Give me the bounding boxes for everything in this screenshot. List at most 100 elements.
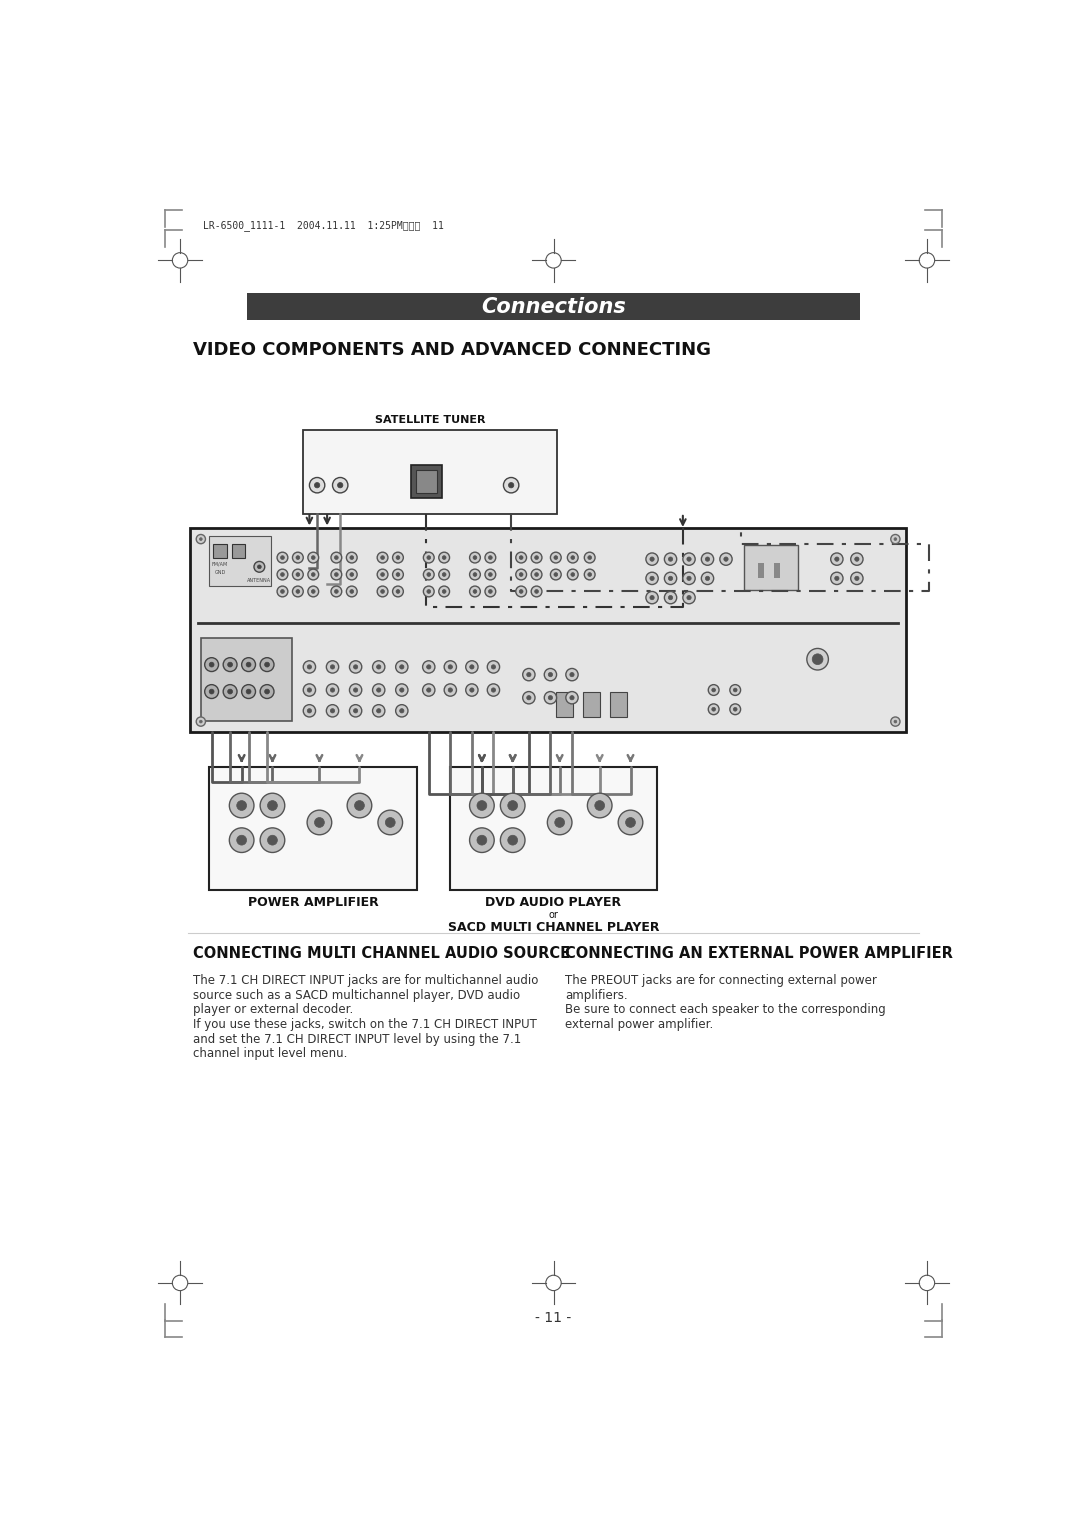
Circle shape: [326, 685, 339, 697]
Bar: [201, 637, 292, 721]
Circle shape: [500, 828, 525, 853]
Circle shape: [335, 573, 338, 576]
Circle shape: [544, 692, 556, 704]
Circle shape: [625, 817, 635, 827]
Text: DVD AUDIO PLAYER: DVD AUDIO PLAYER: [485, 897, 622, 909]
Circle shape: [894, 538, 896, 541]
Circle shape: [380, 556, 384, 559]
Circle shape: [395, 660, 408, 672]
Circle shape: [531, 568, 542, 581]
Text: SB: SB: [264, 652, 270, 657]
Circle shape: [257, 565, 261, 568]
Circle shape: [210, 689, 214, 694]
Bar: [210, 536, 271, 587]
Text: Be sure to connect each speaker to the corresponding: Be sure to connect each speaker to the c…: [565, 1004, 886, 1016]
Circle shape: [392, 568, 403, 581]
Circle shape: [473, 573, 477, 576]
Circle shape: [380, 590, 384, 593]
Circle shape: [400, 688, 404, 692]
Circle shape: [353, 709, 357, 714]
Circle shape: [891, 535, 900, 544]
Circle shape: [508, 801, 517, 810]
Circle shape: [487, 660, 500, 672]
Text: FRONT: FRONT: [229, 874, 255, 882]
Circle shape: [260, 657, 274, 671]
Circle shape: [326, 704, 339, 717]
Text: or: or: [549, 911, 558, 920]
Circle shape: [268, 836, 278, 845]
Bar: [190, 529, 906, 732]
Circle shape: [523, 692, 535, 704]
Circle shape: [281, 573, 284, 576]
Circle shape: [377, 587, 388, 597]
Circle shape: [303, 704, 315, 717]
Circle shape: [488, 573, 492, 576]
Circle shape: [701, 553, 714, 565]
Circle shape: [278, 568, 288, 581]
Circle shape: [516, 568, 527, 581]
Circle shape: [378, 810, 403, 834]
Circle shape: [427, 688, 431, 692]
Circle shape: [347, 793, 372, 817]
Circle shape: [330, 568, 341, 581]
Circle shape: [307, 688, 311, 692]
Text: R: R: [217, 834, 226, 847]
Bar: [583, 692, 599, 717]
Circle shape: [712, 688, 716, 692]
Circle shape: [650, 596, 654, 601]
Circle shape: [347, 568, 357, 581]
Text: - 11 -: - 11 -: [536, 1311, 571, 1325]
Circle shape: [549, 695, 553, 700]
Circle shape: [307, 709, 311, 714]
Text: CENTER: CENTER: [584, 773, 615, 782]
Circle shape: [720, 553, 732, 565]
Bar: [449, 767, 658, 891]
Circle shape: [851, 571, 863, 585]
Circle shape: [687, 596, 691, 601]
Circle shape: [197, 535, 205, 544]
Circle shape: [333, 477, 348, 494]
Circle shape: [205, 657, 218, 671]
Circle shape: [473, 590, 477, 593]
Circle shape: [260, 828, 285, 853]
Circle shape: [470, 568, 481, 581]
Text: LR-6500_1111-1  2004.11.11  1:25PM페이지  11: LR-6500_1111-1 2004.11.11 1:25PM페이지 11: [203, 220, 444, 231]
Text: Connections: Connections: [481, 296, 626, 316]
Bar: [744, 545, 798, 590]
Circle shape: [835, 576, 839, 581]
Circle shape: [712, 707, 716, 711]
Circle shape: [488, 556, 492, 559]
Circle shape: [555, 817, 565, 827]
Circle shape: [523, 668, 535, 681]
Circle shape: [894, 720, 896, 723]
Text: SURR.
BACK: SURR. BACK: [380, 871, 401, 885]
Circle shape: [535, 573, 539, 576]
Circle shape: [535, 590, 539, 593]
Circle shape: [395, 704, 408, 717]
Bar: [411, 465, 442, 498]
Circle shape: [687, 576, 691, 581]
Circle shape: [423, 587, 434, 597]
Circle shape: [377, 665, 381, 669]
Circle shape: [646, 571, 658, 585]
Circle shape: [687, 558, 691, 561]
Circle shape: [308, 587, 319, 597]
Text: AC INPUT: AC INPUT: [755, 538, 787, 544]
Circle shape: [509, 483, 514, 487]
Circle shape: [307, 665, 311, 669]
Circle shape: [519, 556, 523, 559]
Circle shape: [237, 836, 246, 845]
Text: FRONT: FRONT: [469, 874, 495, 882]
Text: amplifiers.: amplifiers.: [565, 989, 627, 1002]
Circle shape: [228, 662, 232, 668]
Circle shape: [296, 573, 300, 576]
Circle shape: [588, 556, 592, 559]
Text: CH.: CH.: [459, 607, 468, 611]
Circle shape: [443, 573, 446, 576]
Circle shape: [831, 571, 843, 585]
Bar: [303, 429, 557, 515]
Circle shape: [551, 552, 562, 562]
Circle shape: [669, 576, 673, 581]
Circle shape: [353, 688, 357, 692]
Circle shape: [812, 654, 823, 665]
